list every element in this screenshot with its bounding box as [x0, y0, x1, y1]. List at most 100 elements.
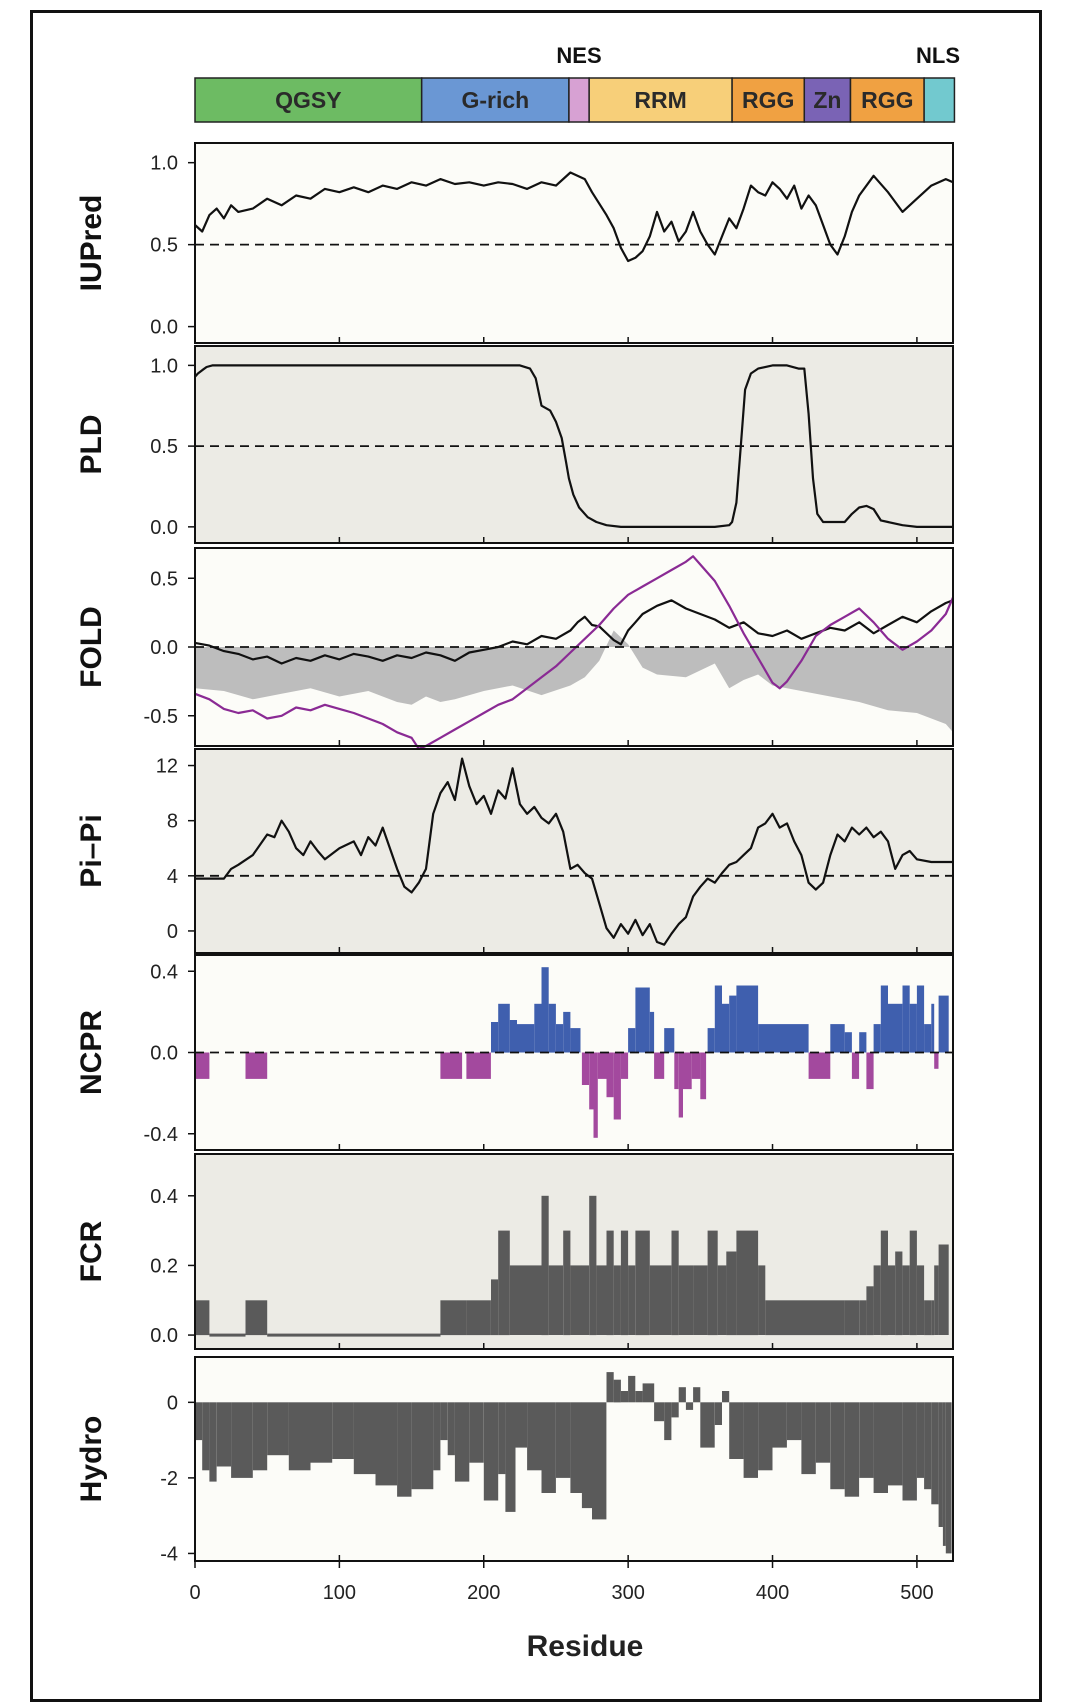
- bar-27: [678, 1052, 683, 1118]
- bar-22: [515, 1402, 528, 1448]
- bar-31: [707, 1028, 715, 1053]
- y-tick-label: 1.0: [150, 153, 178, 175]
- bar-6: [491, 1279, 499, 1336]
- domain-label-5: Zn: [813, 87, 841, 113]
- panel-fcr: 0.4 0.2 0.0 FCR: [75, 1153, 954, 1350]
- bar-2: [245, 1300, 268, 1336]
- bar-0: [195, 1052, 210, 1079]
- bar-45: [931, 1300, 935, 1336]
- bar-17: [597, 1052, 607, 1079]
- bar-60: [938, 1402, 943, 1527]
- bar-41: [700, 1402, 715, 1448]
- x-axis-title: Residue: [527, 1630, 644, 1663]
- bar-18: [606, 1052, 614, 1098]
- y-tick-label: 0: [167, 1392, 178, 1414]
- panel-iupred: 1.0 0.5 0.0 IUPred: [75, 142, 954, 344]
- bar-32: [765, 1300, 787, 1336]
- bar-1: [202, 1402, 210, 1471]
- bar-30: [736, 1230, 759, 1336]
- bar-35: [859, 1300, 867, 1336]
- panel-hydro: 0 -2 -4 Hydro: [75, 1356, 954, 1565]
- bar-2: [209, 1402, 217, 1482]
- x-tick-label: 200: [467, 1582, 500, 1604]
- bar-58: [924, 1402, 932, 1490]
- x-tick-label: 100: [323, 1582, 356, 1604]
- bar-41: [859, 1032, 867, 1053]
- bar-40: [693, 1387, 701, 1403]
- bar-25: [678, 1265, 694, 1335]
- bar-50: [815, 1402, 831, 1463]
- bar-24: [671, 1230, 679, 1336]
- bar-27: [581, 1402, 592, 1509]
- x-tick-label: 0: [189, 1582, 200, 1604]
- bar-49: [924, 1024, 932, 1053]
- bar-51: [830, 1402, 845, 1490]
- bar-7: [288, 1402, 311, 1471]
- bar-8: [509, 1265, 517, 1335]
- y-tick-label: 0.4: [150, 961, 178, 983]
- series-line-0: [194, 171, 954, 263]
- bar-23: [657, 1265, 672, 1335]
- y-tick-label: 0.0: [150, 1043, 178, 1065]
- y-tick-label: 0.5: [150, 235, 178, 257]
- bar-35: [654, 1402, 665, 1422]
- bar-34: [729, 995, 737, 1053]
- y-tick-label: -2: [160, 1468, 178, 1490]
- bar-29: [726, 1251, 737, 1336]
- domain-label-0: QGSY: [275, 87, 341, 113]
- bar-16: [596, 1265, 607, 1335]
- bar-52: [938, 995, 949, 1053]
- y-tick-label: 0.5: [150, 436, 178, 458]
- bar-9: [332, 1402, 354, 1459]
- bar-54: [873, 1402, 888, 1493]
- bar-44: [924, 1300, 932, 1336]
- y-tick-label: 0.4: [150, 1186, 178, 1208]
- bar-11: [548, 1265, 564, 1335]
- bar-31: [758, 1265, 766, 1335]
- bar-44: [729, 1402, 744, 1459]
- bar-38: [880, 1230, 888, 1336]
- y-tick-label: 0.2: [150, 1255, 178, 1277]
- panel-pipi: 12 8 4 0 Pi–Pi: [75, 748, 954, 954]
- bar-7: [517, 1024, 535, 1053]
- bar-38: [678, 1387, 686, 1403]
- bar-31: [620, 1391, 629, 1403]
- panel-frame: [194, 748, 954, 954]
- bar-13: [570, 1028, 581, 1053]
- panel-frame: [194, 345, 954, 544]
- bar-44: [880, 985, 888, 1053]
- x-tick-label: 500: [900, 1582, 933, 1604]
- domain-label-2: NES: [556, 43, 601, 68]
- series-band: [195, 630, 953, 733]
- bar-29: [606, 1372, 614, 1403]
- domain-label-6: RGG: [861, 87, 913, 113]
- bar-48: [787, 1402, 802, 1441]
- bar-59: [931, 1402, 939, 1505]
- y-tick-label: -4: [160, 1543, 178, 1565]
- domain-label-7: NLS: [916, 43, 960, 68]
- bar-25: [664, 1028, 675, 1053]
- bar-26: [693, 1265, 708, 1335]
- domain-label-1: G-rich: [461, 87, 529, 113]
- bar-37: [808, 1052, 831, 1079]
- bar-61: [942, 1402, 946, 1546]
- panel-background: [195, 749, 953, 953]
- bar-33: [787, 1300, 845, 1336]
- bar-35: [736, 985, 759, 1053]
- domain-segment-6: [849, 77, 925, 123]
- bar-62: [945, 1402, 952, 1554]
- bar-46: [758, 1402, 773, 1471]
- y-tick-label: 1.0: [150, 355, 178, 377]
- bar-12: [563, 1230, 571, 1336]
- y-axis-label: FOLD: [75, 606, 108, 688]
- bar-25: [556, 1402, 571, 1478]
- bar-41: [902, 1265, 910, 1335]
- domain-segment-7: [923, 77, 956, 123]
- bar-4: [440, 1300, 467, 1336]
- bar-19: [483, 1402, 499, 1501]
- bar-17: [606, 1230, 614, 1336]
- domain-label-4: RGG: [742, 87, 794, 113]
- bar-46: [934, 1265, 939, 1335]
